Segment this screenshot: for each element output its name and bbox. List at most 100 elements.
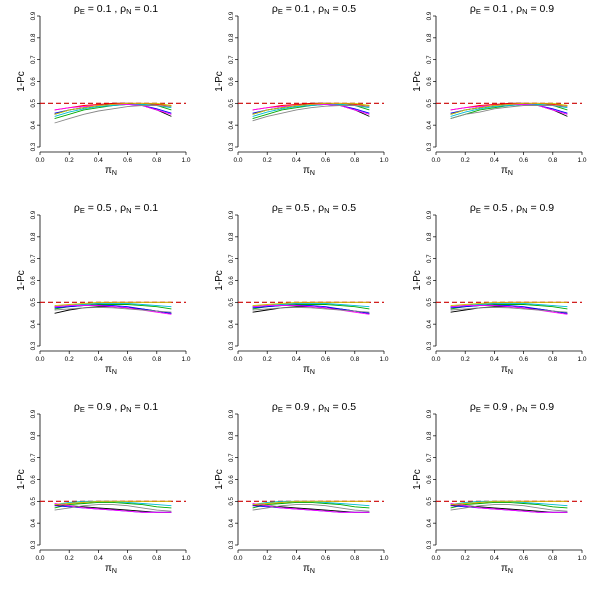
y-tick-label: 0.5 [228, 297, 235, 306]
y-tick-label: 0.3 [426, 142, 433, 151]
x-tick-label: 0.6 [123, 555, 132, 562]
x-tick-label: 0.0 [35, 356, 44, 363]
series-line-7 [54, 500, 172, 506]
x-tick-label: 1.0 [379, 356, 388, 363]
y-tick-label: 0.4 [228, 518, 235, 527]
y-tick-label: 0.8 [228, 431, 235, 440]
panel-4: ρE = 0.5 , ρN = 0.1 0.3 0.4 0.5 0.6 0.7 0.8 0.9… [16, 202, 191, 376]
panel-title: ρE = 0.1 , ρN = 0.5 [272, 3, 356, 16]
x-tick-label: 0.0 [431, 157, 440, 164]
y-tick-label: 0.5 [228, 98, 235, 107]
y-axis-label: 1-Pc [214, 469, 225, 490]
x-tick-label: 0.0 [35, 157, 44, 164]
series-line-8 [252, 105, 370, 122]
panel-title: ρE = 0.5 , ρN = 0.9 [470, 202, 554, 215]
y-axis-label: 1-Pc [214, 270, 225, 291]
y-tick-label: 0.3 [228, 341, 235, 350]
y-axis-label: 1-Pc [16, 270, 27, 291]
x-axis-label: πN [105, 563, 117, 575]
y-tick-label: 0.7 [30, 254, 37, 263]
x-tick-label: 0.2 [65, 356, 74, 363]
y-tick-label: 0.4 [30, 518, 37, 527]
y-tick-label: 0.8 [426, 431, 433, 440]
y-tick-label: 0.5 [228, 496, 235, 505]
y-tick-label: 0.5 [426, 496, 433, 505]
y-tick-label: 0.9 [228, 210, 235, 219]
y-tick-label: 0.3 [426, 341, 433, 350]
series-line-6 [54, 305, 172, 315]
x-tick-label: 0.2 [65, 555, 74, 562]
panel-1: ρE = 0.1 , ρN = 0.1 0.3 0.4 0.5 0.6 0.7 0.8 0.9… [16, 3, 191, 177]
x-tick-label: 0.6 [519, 356, 528, 363]
series-line-7 [450, 500, 568, 506]
y-tick-label: 0.7 [228, 453, 235, 462]
y-tick-label: 0.6 [426, 77, 433, 86]
x-tick-label: 0.0 [233, 555, 242, 562]
x-tick-label: 0.2 [461, 555, 470, 562]
y-axis-label: 1-Pc [16, 469, 27, 490]
series-line-5 [252, 103, 370, 117]
y-tick-label: 0.4 [228, 319, 235, 328]
x-tick-label: 1.0 [577, 157, 586, 164]
x-tick-label: 0.4 [94, 356, 103, 363]
panel-title: ρE = 0.1 , ρN = 0.1 [74, 3, 158, 16]
y-tick-label: 0.5 [30, 98, 37, 107]
x-axis-label: πN [105, 165, 117, 177]
x-tick-label: 0.4 [292, 157, 301, 164]
x-tick-label: 0.0 [35, 555, 44, 562]
x-tick-label: 0.4 [292, 356, 301, 363]
x-tick-label: 1.0 [181, 157, 190, 164]
y-tick-label: 0.6 [228, 77, 235, 86]
series-line-3 [54, 501, 172, 509]
x-tick-label: 0.8 [152, 356, 161, 363]
y-tick-label: 0.5 [30, 496, 37, 505]
y-tick-label: 0.3 [30, 540, 37, 549]
y-tick-label: 0.7 [228, 254, 235, 263]
panel-2: ρE = 0.1 , ρN = 0.5 0.3 0.4 0.5 0.6 0.7 0.8 0.9… [214, 3, 389, 177]
y-tick-label: 0.6 [228, 475, 235, 484]
y-tick-label: 0.8 [426, 232, 433, 241]
y-tick-label: 0.6 [30, 276, 37, 285]
y-tick-label: 0.4 [228, 120, 235, 129]
panel-6: ρE = 0.5 , ρN = 0.9 0.3 0.4 0.5 0.6 0.7 0.8 0.9… [412, 202, 587, 376]
y-tick-label: 0.9 [426, 210, 433, 219]
y-tick-label: 0.4 [30, 120, 37, 129]
x-axis-label: πN [303, 563, 315, 575]
y-tick-label: 0.9 [228, 409, 235, 418]
y-tick-label: 0.7 [228, 55, 235, 64]
y-tick-label: 0.9 [30, 409, 37, 418]
y-tick-label: 0.6 [228, 276, 235, 285]
x-tick-label: 1.0 [379, 157, 388, 164]
x-tick-label: 0.2 [263, 356, 272, 363]
x-tick-label: 0.0 [233, 356, 242, 363]
y-tick-label: 0.7 [426, 55, 433, 64]
series-line-8 [450, 306, 568, 313]
x-tick-label: 0.6 [519, 157, 528, 164]
x-axis-label: πN [501, 563, 513, 575]
x-tick-label: 1.0 [379, 555, 388, 562]
x-tick-label: 0.8 [350, 555, 359, 562]
x-tick-label: 1.0 [577, 555, 586, 562]
y-tick-label: 0.3 [228, 142, 235, 151]
y-tick-label: 0.6 [30, 475, 37, 484]
series-line-8 [54, 306, 172, 313]
y-tick-label: 0.3 [30, 341, 37, 350]
panel-3: ρE = 0.1 , ρN = 0.9 0.3 0.4 0.5 0.6 0.7 0.8 0.9… [412, 3, 587, 177]
x-tick-label: 0.2 [461, 356, 470, 363]
series-line-6 [450, 305, 568, 315]
x-axis-label: πN [105, 364, 117, 376]
x-tick-label: 0.4 [94, 555, 103, 562]
x-tick-label: 0.6 [321, 157, 330, 164]
x-tick-label: 0.6 [123, 356, 132, 363]
x-tick-label: 0.2 [263, 157, 272, 164]
y-tick-label: 0.9 [30, 11, 37, 20]
y-axis-label: 1-Pc [412, 71, 423, 92]
series-line-8 [252, 504, 370, 512]
series-line-8 [450, 504, 568, 512]
y-tick-label: 0.5 [426, 297, 433, 306]
x-tick-label: 0.6 [123, 157, 132, 164]
series-line-3 [252, 501, 370, 509]
y-tick-label: 0.3 [30, 142, 37, 151]
x-tick-label: 0.0 [233, 157, 242, 164]
series-line-7 [252, 500, 370, 506]
